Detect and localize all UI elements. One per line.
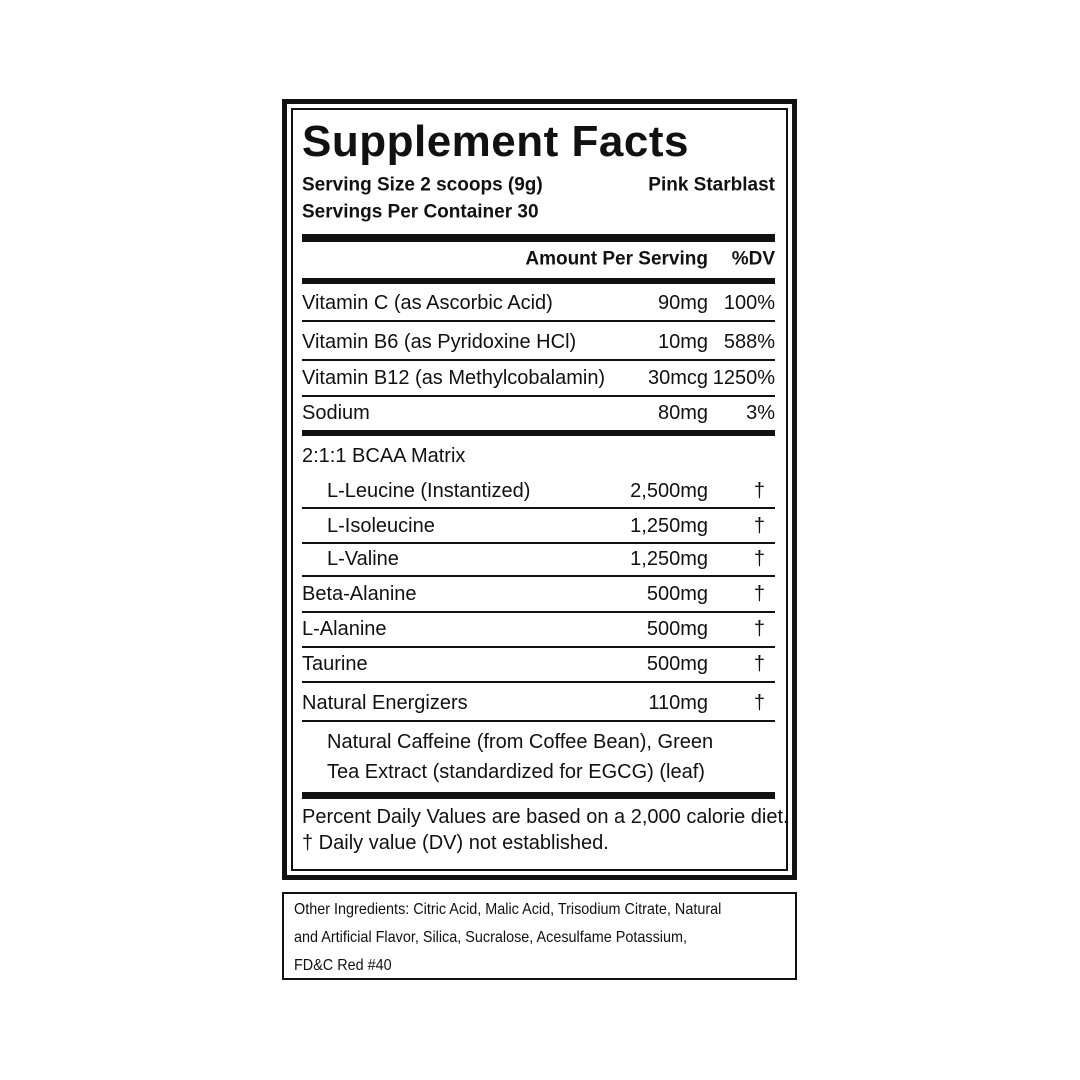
other-ingredients-frame <box>282 892 797 980</box>
other-ingredients: and Artificial Flavor, Silica, Sucralose… <box>294 929 687 946</box>
thin-rule <box>302 320 775 322</box>
label-frame <box>282 99 797 880</box>
nutrient-amount: 1,250mg <box>630 548 708 570</box>
nutrient-dv: † <box>753 692 765 714</box>
nutrient-name: Vitamin B6 (as Pyridoxine HCl) <box>302 331 577 353</box>
nutrient-dv: † <box>753 480 765 502</box>
nutrient-name: Beta-Alanine <box>302 583 417 605</box>
nutrient-dv: † <box>753 653 765 675</box>
thick-rule <box>302 234 775 242</box>
thin-rule <box>302 720 775 722</box>
nutrient-amount: 500mg <box>646 583 708 605</box>
nutrient-name: L-Isoleucine <box>327 515 435 537</box>
nutrient-dv: 1250% <box>712 367 775 389</box>
thick-rule <box>302 278 775 284</box>
thin-rule <box>302 681 775 683</box>
flavor: Pink Starblast <box>648 174 775 196</box>
serving-size: Serving Size 2 scoops (9g) <box>302 174 543 196</box>
label-inner-frame <box>291 108 788 871</box>
servings-per-container: Servings Per Container 30 <box>302 201 539 223</box>
nutrient-dv: † <box>753 515 765 537</box>
blend-name: 2:1:1 BCAA Matrix <box>302 445 466 467</box>
nutrient-amount: 10mg <box>657 331 708 353</box>
dv-header: %DV <box>731 248 775 270</box>
nutrient-amount: 80mg <box>657 402 708 424</box>
nutrient-dv: 100% <box>723 292 775 314</box>
nutrient-amount: 1,250mg <box>630 515 708 537</box>
nutrient-amount: 110mg <box>648 692 708 714</box>
nutrient-dv: 3% <box>746 402 775 424</box>
thin-rule <box>302 646 775 648</box>
nutrient-name: Vitamin C (as Ascorbic Acid) <box>302 292 553 314</box>
thick-rule <box>302 791 775 799</box>
thin-rule <box>302 359 775 361</box>
nutrient-amount: 500mg <box>646 653 708 675</box>
nutrient-amount: 90mg <box>657 292 708 314</box>
nutrient-name: L-Leucine (Instantized) <box>327 480 531 502</box>
nutrient-amount: 2,500mg <box>630 480 708 502</box>
nutrient-dv: † <box>753 583 765 605</box>
footnote: Percent Daily Values are based on a 2,00… <box>302 806 789 828</box>
other-ingredients: FD&C Red #40 <box>294 957 392 974</box>
thin-rule <box>302 542 775 544</box>
energizer-description: Tea Extract (standardized for EGCG) (lea… <box>327 761 705 783</box>
nutrient-amount: 500mg <box>646 618 708 640</box>
thick-rule <box>302 430 775 436</box>
nutrient-name: Taurine <box>302 653 368 675</box>
nutrient-amount: 30mcg <box>647 367 708 389</box>
nutrient-dv: 588% <box>723 331 775 353</box>
thin-rule <box>302 507 775 509</box>
amount-header: Amount Per Serving <box>525 248 708 270</box>
nutrient-dv: † <box>753 618 765 640</box>
footnote: † Daily value (DV) not established. <box>302 832 609 854</box>
nutrient-dv: † <box>753 548 765 570</box>
nutrient-name: L-Valine <box>327 548 399 570</box>
title: Supplement Facts <box>302 117 689 166</box>
thin-rule <box>302 611 775 613</box>
thin-rule <box>302 395 775 397</box>
thin-rule <box>302 575 775 577</box>
other-ingredients: Other Ingredients: Citric Acid, Malic Ac… <box>294 901 722 918</box>
nutrient-name: L-Alanine <box>302 618 387 640</box>
energizer-description: Natural Caffeine (from Coffee Bean), Gre… <box>327 731 714 753</box>
nutrient-name: Natural Energizers <box>302 692 468 714</box>
nutrient-name: Vitamin B12 (as Methylcobalamin) <box>302 367 606 389</box>
nutrient-name: Sodium <box>302 402 370 424</box>
